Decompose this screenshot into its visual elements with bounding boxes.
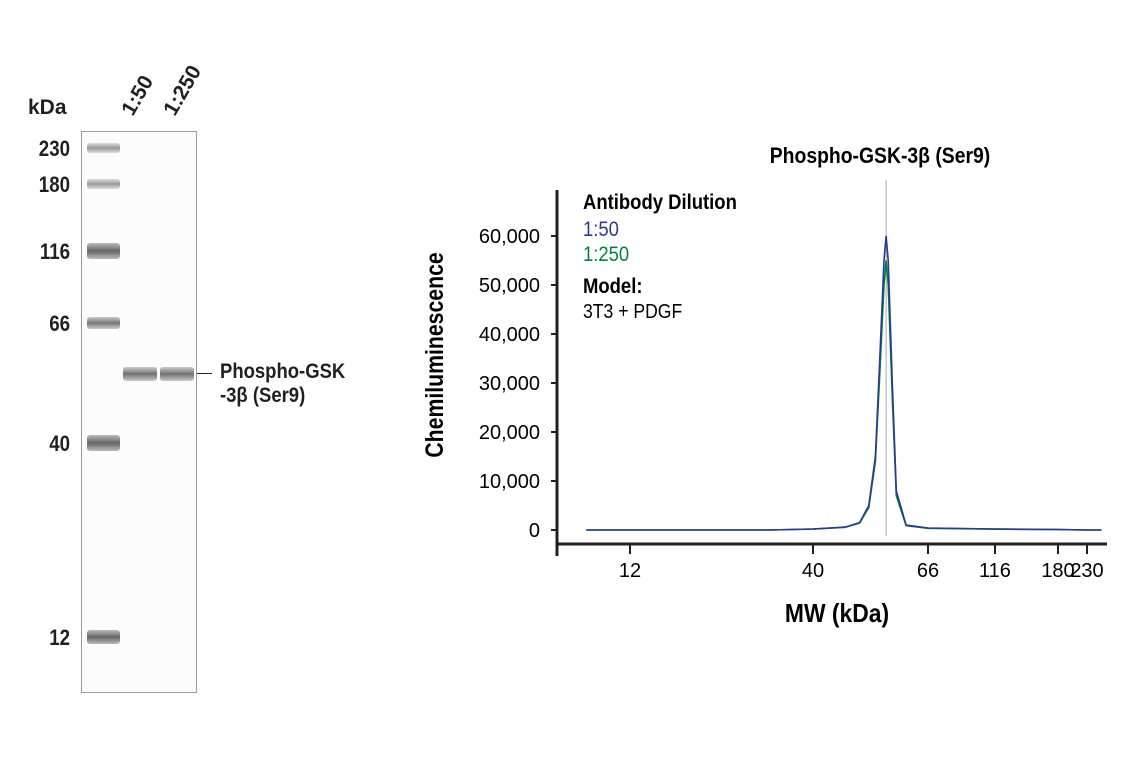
- chart-title: Phospho-GSK-3β (Ser9): [770, 144, 990, 168]
- legend-item-1-250: 1:250: [583, 243, 629, 266]
- kda-unit-label: kDa: [28, 96, 67, 119]
- x-tick-label: 180: [1041, 560, 1074, 582]
- marker-label-66: 66: [49, 311, 70, 336]
- marker-label-40: 40: [49, 431, 70, 456]
- sample-band-1-50: [123, 367, 157, 381]
- legend-title: Antibody Dilution: [583, 191, 737, 214]
- y-axis-label: Chemiluminescence: [420, 252, 448, 457]
- y-tick-label: 50,000: [479, 275, 540, 297]
- legend-item-1-50: 1:50: [583, 218, 619, 241]
- x-tick-label: 12: [619, 560, 641, 582]
- y-tick-label: 20,000: [479, 422, 540, 444]
- y-tick-label: 10,000: [479, 471, 540, 493]
- marker-label-116: 116: [39, 239, 70, 264]
- model-label: Model:: [583, 275, 643, 298]
- ladder-band-66: [87, 317, 120, 329]
- x-tick-label: 40: [802, 560, 824, 582]
- blot-image: [81, 131, 197, 693]
- ladder-band-230: [87, 143, 120, 153]
- x-tick-label: 230: [1070, 560, 1103, 582]
- target-label-line2: -3β (Ser9): [220, 384, 306, 407]
- y-tick-label: 30,000: [479, 373, 540, 395]
- target-label: Phospho-GSK -3β (Ser9): [220, 360, 345, 408]
- marker-label-230: 230: [38, 136, 70, 161]
- target-pointer-line: [197, 373, 212, 374]
- ladder-band-116: [87, 243, 120, 259]
- ladder-band-12: [87, 630, 120, 644]
- model-value: 3T3 + PDGF: [583, 300, 682, 322]
- ladder-band-180: [87, 179, 120, 189]
- y-tick-label: 40,000: [479, 324, 540, 346]
- x-axis-label: MW (kDa): [785, 600, 889, 629]
- sample-band-1-250: [160, 367, 194, 381]
- series-line-1-50: [586, 235, 1102, 531]
- marker-label-180: 180: [38, 172, 70, 197]
- y-tick-label: 60,000: [479, 226, 540, 248]
- marker-label-12: 12: [49, 625, 70, 650]
- x-tick-label: 116: [979, 560, 1011, 582]
- target-label-line1: Phospho-GSK: [220, 360, 346, 383]
- x-tick-label: 66: [917, 560, 939, 582]
- y-tick-label: 0: [529, 520, 540, 542]
- ladder-band-40: [87, 435, 120, 451]
